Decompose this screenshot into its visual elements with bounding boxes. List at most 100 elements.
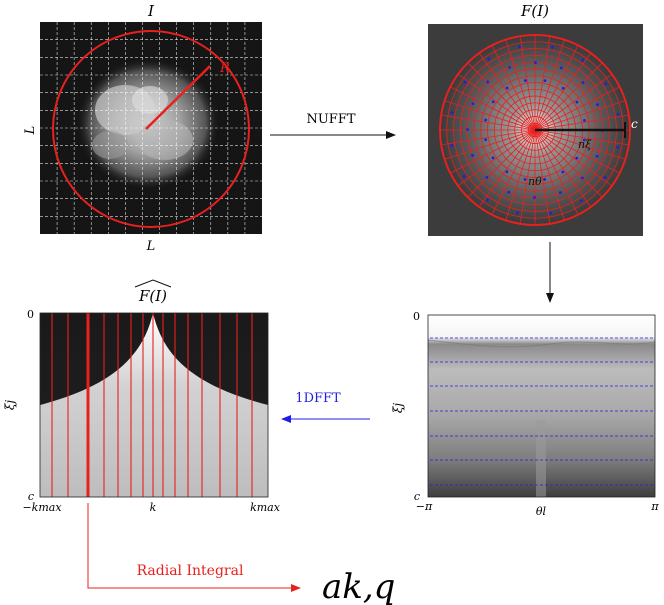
sample-dot: [486, 80, 490, 84]
sample-dot: [491, 156, 495, 160]
angular-x-left: −kmax: [22, 501, 62, 514]
side-label-bottom: L: [146, 239, 156, 254]
angular-frame: [39, 312, 269, 498]
sample-dot: [579, 199, 583, 203]
polar-spoke: [505, 39, 536, 131]
sample-dot: [581, 58, 585, 62]
support-circle: [52, 30, 250, 228]
polar-spoke: [450, 86, 536, 131]
angular-k-lines: [51, 313, 253, 497]
polar-x-right: π: [650, 500, 659, 513]
sample-dot: [471, 153, 474, 157]
polar-x-left: −π: [416, 500, 433, 513]
image-title: I: [147, 2, 155, 20]
sample-dot: [561, 86, 565, 90]
polar-spoke: [519, 129, 536, 224]
angular-title-hat: [134, 279, 172, 288]
sample-dot: [551, 45, 554, 49]
sample-dot: [523, 177, 527, 181]
sample-dot: [505, 170, 509, 174]
sample-dot: [463, 80, 467, 84]
polar-spoke: [534, 114, 629, 131]
polar-spoke: [534, 129, 626, 160]
angular-cone: [40, 313, 268, 497]
polar-x-mid: θl: [536, 505, 547, 518]
polar-spoke: [491, 129, 536, 215]
sample-dot: [508, 66, 512, 69]
sample-dot: [549, 211, 552, 215]
polar-spoke: [457, 129, 536, 187]
sample-dot: [471, 102, 475, 106]
sample-dot: [462, 174, 466, 178]
radial-label: Radial Integral: [137, 563, 244, 579]
polar-spoke: [534, 100, 626, 131]
angular-title: F(I): [138, 287, 167, 305]
sample-dot: [596, 103, 599, 107]
sample-dot: [575, 100, 579, 104]
sample-dot: [450, 111, 454, 114]
sample-dot: [516, 211, 519, 215]
fourier-title: F(I): [520, 2, 549, 20]
dfft-step: 1DFFT: [281, 391, 370, 423]
side-label-left: L: [23, 126, 38, 136]
sample-dot: [484, 118, 488, 122]
n-theta-label: nθ: [528, 175, 542, 188]
sample-dot: [558, 191, 562, 194]
polar-spoke: [534, 73, 613, 131]
sample-dot: [616, 113, 620, 116]
sample-dot: [603, 176, 607, 180]
polar-spoke: [534, 129, 629, 146]
sample-dot: [491, 100, 495, 104]
polar-spoke: [534, 129, 551, 224]
fourier-panel: F(I) c nξ nθ: [428, 2, 643, 236]
sample-dot: [582, 138, 586, 142]
sample-dot: [561, 170, 565, 174]
polar-panel: ξj 0 c −π θl π: [391, 310, 659, 518]
sample-dot: [485, 198, 489, 202]
polar-spoke: [534, 62, 603, 131]
radius-line: [145, 65, 211, 130]
polar-spoke: [519, 36, 536, 131]
polar-spoke: [505, 129, 536, 221]
sample-dot: [580, 176, 584, 180]
polar-ridge: [427, 339, 656, 348]
sample-dot: [523, 79, 527, 82]
angular-panel: F(I) ξj 0 c −kmax k kmax: [3, 279, 281, 514]
sample-dot: [575, 156, 579, 160]
polar-spoke: [534, 129, 592, 208]
sample-dot: [466, 128, 469, 131]
polar-spoke: [491, 45, 536, 131]
polar-spoke: [534, 86, 620, 131]
sample-dot: [616, 146, 620, 149]
polar-spoke: [534, 52, 592, 131]
sample-dot: [485, 175, 489, 179]
polar-spoke: [441, 129, 536, 146]
sample-dot: [543, 79, 547, 83]
angular-x-mid: k: [150, 501, 157, 514]
polar-spoke: [441, 114, 536, 131]
polar-center-streak: [536, 420, 546, 497]
polar-spoke: [467, 62, 536, 131]
sample-dot: [604, 82, 608, 86]
polar-spoke: [478, 52, 536, 131]
sample-dot: [543, 178, 547, 181]
radius-label: R: [219, 61, 230, 76]
polar-spoke: [534, 45, 579, 131]
polar-grid: [439, 34, 631, 226]
angular-ylabel: ξj: [3, 400, 17, 411]
sample-dot: [484, 138, 487, 142]
polar-spoke: [534, 129, 579, 215]
angular-y-top: 0: [27, 308, 34, 321]
polar-spoke: [444, 129, 536, 160]
polar-y-top: 0: [413, 310, 420, 323]
nufft-step: NUFFT: [270, 112, 396, 139]
c-label: c: [631, 117, 638, 131]
sample-dot: [534, 61, 537, 64]
sample-dot: [507, 190, 511, 194]
sample-dot: [487, 57, 491, 61]
sample-dot: [595, 154, 599, 158]
radial-arrow: [87, 503, 301, 592]
sample-dot: [583, 118, 586, 122]
polar-spoke: [467, 129, 536, 198]
